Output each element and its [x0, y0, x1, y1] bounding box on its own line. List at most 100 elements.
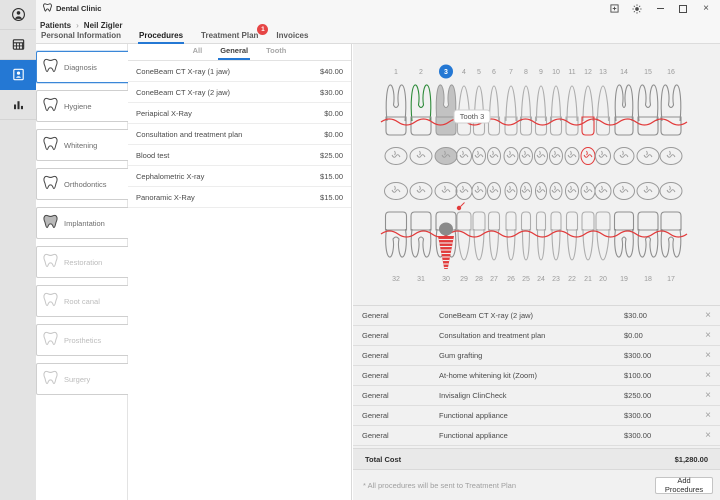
sidebar-item-calendar[interactable] [0, 30, 36, 60]
tooth-occlusal-2[interactable] [410, 148, 432, 165]
procedure-row[interactable]: Blood test$25.00 [128, 145, 351, 166]
tooth-number-3[interactable]: 3 [439, 65, 453, 79]
category-diagnosis[interactable]: Diagnosis [36, 51, 130, 83]
tooth-lower-32[interactable] [386, 212, 407, 257]
tooth-number-19[interactable]: 19 [620, 276, 628, 283]
tooth-occlusal-17[interactable] [660, 183, 682, 200]
remove-row-icon[interactable]: × [696, 390, 720, 401]
tooth-number-29[interactable]: 29 [460, 276, 468, 283]
procedure-row[interactable]: Periapical X-Ray$0.00 [128, 103, 351, 124]
tooth-upper-2[interactable] [411, 85, 431, 135]
implant-tooth-30[interactable] [438, 223, 454, 270]
tooth-number-7[interactable]: 7 [509, 69, 513, 76]
tooth-number-31[interactable]: 31 [417, 276, 425, 283]
sidebar-item-user[interactable] [0, 0, 36, 30]
tab-procedures[interactable]: Procedures [138, 31, 184, 44]
tooth-upper-13[interactable] [597, 86, 610, 135]
tooth-occlusal-21[interactable] [581, 183, 595, 200]
tooth-number-27[interactable]: 27 [490, 276, 498, 283]
tooth-occlusal-29[interactable] [456, 183, 472, 200]
tooth-upper-7[interactable] [505, 86, 517, 135]
tooth-lower-25[interactable] [522, 212, 531, 260]
tooth-number-18[interactable]: 18 [644, 276, 652, 283]
tooth-number-8[interactable]: 8 [524, 69, 528, 76]
remove-row-icon[interactable]: × [696, 350, 720, 361]
tooth-occlusal-31[interactable] [410, 183, 432, 200]
procedure-row[interactable]: ConeBeam CT X-ray (2 jaw)$30.00 [128, 82, 351, 103]
tooth-lower-21[interactable] [582, 212, 594, 260]
category-orthodontics[interactable]: Orthodontics [36, 168, 130, 200]
tooth-number-20[interactable]: 20 [599, 276, 607, 283]
tooth-occlusal-12[interactable] [581, 148, 595, 165]
remove-row-icon[interactable]: × [696, 370, 720, 381]
tooth-occlusal-25[interactable] [521, 183, 532, 200]
tooth-occlusal-30[interactable] [435, 183, 457, 200]
tooth-lower-20[interactable] [596, 212, 610, 260]
category-hygiene[interactable]: Hygiene [36, 90, 130, 122]
tooth-upper-3[interactable] [436, 85, 456, 135]
tooth-occlusal-6[interactable] [488, 148, 501, 165]
tab-invoices[interactable]: Invoices [275, 31, 309, 44]
procedure-row[interactable]: Cephalometric X-ray$15.00 [128, 166, 351, 187]
tooth-number-32[interactable]: 32 [392, 276, 400, 283]
tooth-number-5[interactable]: 5 [477, 69, 481, 76]
remove-row-icon[interactable]: × [696, 330, 720, 341]
tooth-occlusal-22[interactable] [566, 183, 579, 200]
sidebar-item-patient-card[interactable] [0, 60, 36, 90]
remove-row-icon[interactable]: × [696, 430, 720, 441]
category-implantation[interactable]: Implantation [36, 207, 130, 239]
tooth-occlusal-19[interactable] [614, 183, 635, 200]
tooth-upper-12[interactable] [582, 86, 594, 135]
tooth-occlusal-23[interactable] [550, 183, 562, 200]
procedure-row[interactable]: Consultation and treatment plan$0.00 [128, 124, 351, 145]
procedure-row[interactable]: Panoramic X-Ray$15.00 [128, 187, 351, 208]
tooth-lower-18[interactable] [638, 212, 658, 257]
procedure-row[interactable]: ConeBeam CT X-ray (1 jaw)$40.00 [128, 61, 351, 82]
tooth-upper-8[interactable] [521, 86, 532, 135]
tab-treatment-plan[interactable]: Treatment Plan1 [200, 31, 259, 44]
tooth-occlusal-9[interactable] [535, 148, 548, 165]
tooth-number-26[interactable]: 26 [507, 276, 515, 283]
tooth-number-9[interactable]: 9 [539, 69, 543, 76]
tooth-number-16[interactable]: 16 [667, 69, 675, 76]
category-whitening[interactable]: Whitening [36, 129, 130, 161]
tooth-upper-1[interactable] [386, 85, 406, 135]
tooth-number-10[interactable]: 10 [552, 69, 560, 76]
tooth-occlusal-7[interactable] [504, 148, 518, 165]
tooth-number-4[interactable]: 4 [462, 69, 466, 76]
tooth-number-23[interactable]: 23 [552, 276, 560, 283]
tooth-upper-15[interactable] [638, 85, 658, 135]
tooth-number-2[interactable]: 2 [419, 69, 423, 76]
tooth-occlusal-10[interactable] [550, 148, 563, 165]
tooth-occlusal-24[interactable] [536, 183, 547, 200]
tooth-upper-9[interactable] [536, 86, 547, 135]
tooth-number-25[interactable]: 25 [522, 276, 530, 283]
tooth-upper-11[interactable] [566, 86, 578, 135]
tooth-upper-16[interactable] [661, 85, 681, 135]
tooth-occlusal-32[interactable] [385, 183, 408, 200]
sidebar-item-stats[interactable] [0, 90, 36, 120]
tooth-occlusal-16[interactable] [660, 148, 682, 165]
tooth-number-24[interactable]: 24 [537, 276, 545, 283]
subtab-general[interactable]: General [218, 46, 250, 60]
tooth-occlusal-18[interactable] [637, 183, 659, 200]
tooth-lower-27[interactable] [489, 212, 500, 260]
add-procedures-button[interactable]: Add Procedures [655, 477, 713, 494]
tooth-occlusal-20[interactable] [595, 183, 611, 200]
maximize-icon[interactable] [678, 4, 688, 14]
tooth-number-14[interactable]: 14 [620, 69, 628, 76]
remove-row-icon[interactable]: × [696, 310, 720, 321]
tooth-upper-14[interactable] [615, 85, 633, 135]
tooth-number-13[interactable]: 13 [599, 69, 607, 76]
subtab-tooth[interactable]: Tooth [264, 46, 288, 60]
tooth-number-15[interactable]: 15 [644, 69, 652, 76]
teeth-chart[interactable]: 1234567891011121314151632313029282726252… [353, 44, 720, 304]
tooth-number-22[interactable]: 22 [568, 276, 576, 283]
tooth-number-12[interactable]: 12 [584, 69, 592, 76]
theme-toggle-icon[interactable] [632, 4, 642, 14]
tooth-occlusal-3[interactable] [435, 148, 457, 165]
tooth-occlusal-27[interactable] [488, 183, 501, 200]
tooth-occlusal-13[interactable] [596, 148, 611, 165]
tooth-number-30[interactable]: 30 [442, 276, 450, 283]
tooth-number-17[interactable]: 17 [667, 276, 675, 283]
